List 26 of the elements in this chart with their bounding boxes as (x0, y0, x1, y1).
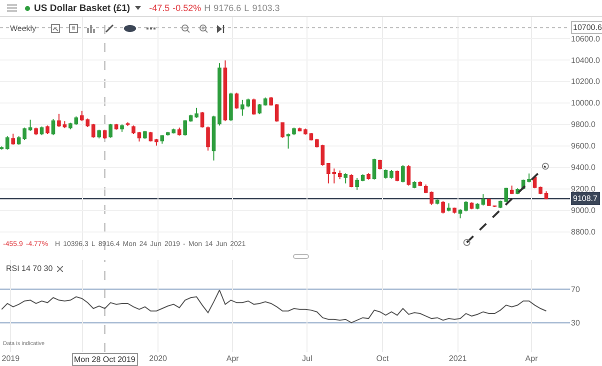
x-tick-label: 2021 (448, 354, 468, 363)
x-tick-label: Jul (302, 354, 312, 363)
y-tick-label: 8800.0 (571, 228, 596, 237)
y-tick-label: 9800.0 (571, 120, 596, 130)
y-tick-label: 9200.0 (571, 184, 596, 194)
x-tick-label: Oct (376, 354, 390, 363)
x-tick-label: Apr (226, 354, 240, 363)
x-tick-label: 2020 (149, 354, 168, 363)
y-tick-label: 70 (571, 285, 580, 294)
y-tick-label: 10200.0 (571, 77, 600, 86)
x-tick-label: 2019 (2, 354, 20, 363)
chart-title: US Dollar Basket (£1) (34, 2, 130, 14)
y-tick-label: 10000.0 (571, 98, 600, 108)
y-tick-label: 10400.0 (571, 56, 600, 65)
y-tick-label: 9400.0 (571, 163, 596, 172)
annotation: Weekly (10, 24, 36, 33)
x-tick-label: Apr (525, 354, 538, 363)
text: RSI 14 70 30 (6, 264, 53, 273)
y-tick-label: 9000.0 (571, 206, 596, 216)
y-tick-label: 9600.0 (571, 142, 596, 151)
chart-subtitle: -47.5 -0.52% H 9176.6 L 9103.3 (149, 3, 280, 13)
ref-line-label: Mon 28 Oct 2019 (74, 355, 136, 364)
y-tick-label: 10600.0 (571, 34, 600, 44)
ref-line-label: 9108.7 (573, 194, 598, 203)
y-tick-label: 30 (571, 318, 580, 328)
ref-line-label: 10700.6 (573, 23, 602, 32)
